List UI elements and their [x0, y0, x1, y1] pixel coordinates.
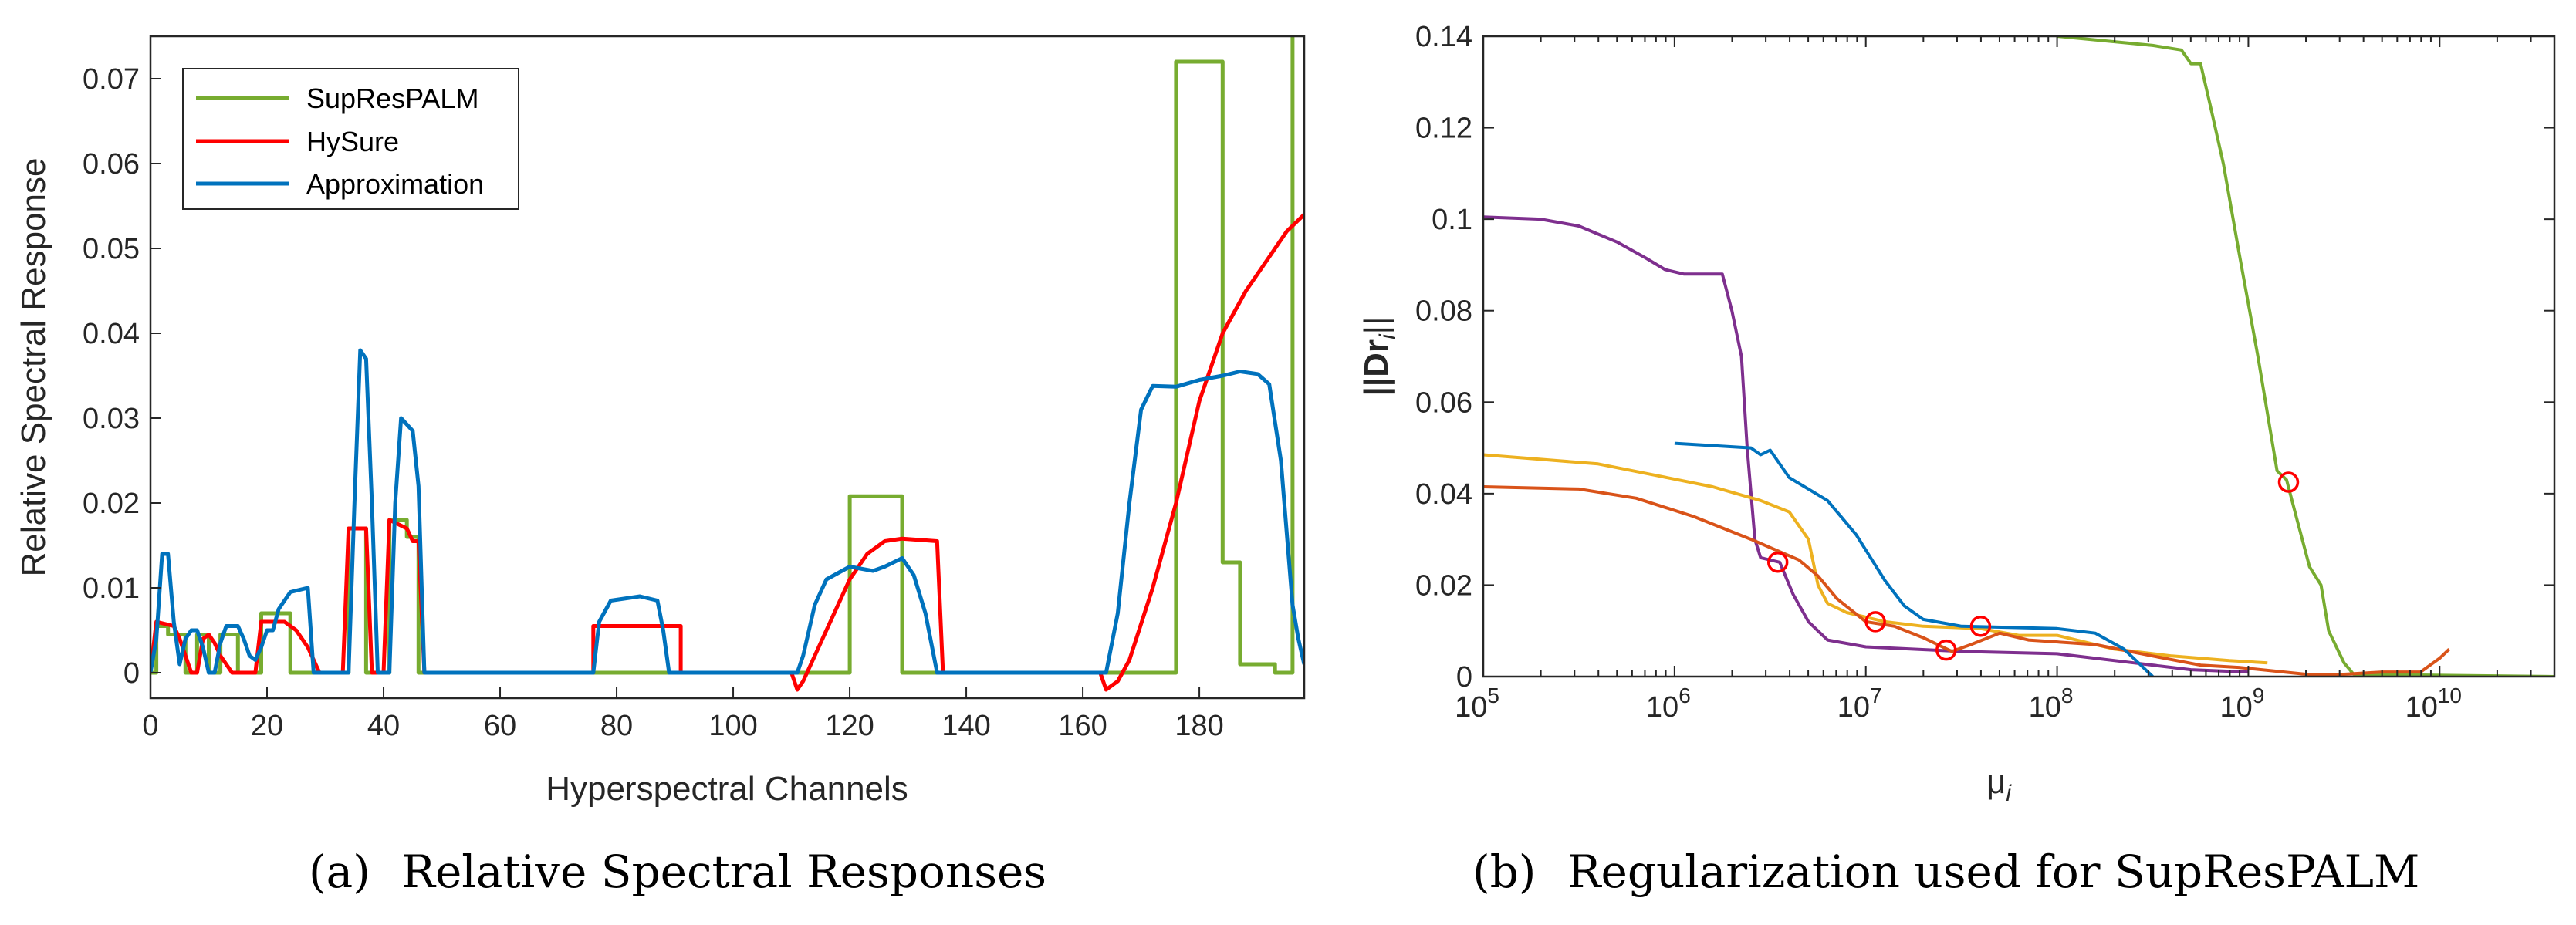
panel-a-x-tick-label: 20: [251, 710, 283, 742]
panel-a-x-tick-label: 80: [600, 710, 633, 742]
panel-a-y-tick-label: 0: [123, 657, 140, 690]
panel-b-y-label-sub: i: [1375, 333, 1401, 339]
panel-a-chart: 0 20 40 60 80 100 120 140 160 180 0 0.01 0.02 0.03 0.…: [15, 35, 1306, 898]
panel-a-y-tick-label: 0.07: [83, 63, 140, 96]
panel-a-x-tick-label: 180: [1175, 710, 1223, 742]
panel-b-plot-area: [1483, 36, 2554, 677]
panel-a-y-tick-label: 0.05: [83, 233, 140, 265]
panel-a-y-label: Relative Spectral Response: [15, 158, 52, 577]
panel-b-marker-yellow: [1864, 611, 1886, 633]
panel-b-y-tick-label: 0.1: [1432, 204, 1472, 236]
panel-b-x-label-sub: i: [2006, 781, 2012, 806]
panel-a-caption: (a) Relative Spectral Responses: [309, 846, 1046, 898]
panel-b-caption-label: (b): [1472, 846, 1536, 898]
panel-b-caption: (b) Regularization used for SupResPALM: [1472, 846, 2419, 898]
panel-a-x-tick-label: 0: [142, 710, 158, 742]
panel-b-x-tick-label: 107: [1837, 684, 1882, 724]
panel-a-x-tick-label: 160: [1058, 710, 1107, 742]
panel-a-y-tick-label: 0.04: [83, 318, 140, 350]
panel-a-y-ticks: 0 0.01 0.02 0.03 0.04 0.05 0.06 0.07: [83, 63, 161, 690]
legend-label-supres: SupResPALM: [306, 83, 478, 114]
panel-a-y-tick-label: 0.01: [83, 572, 140, 605]
panel-b-chart: 105 106 107 108 109 1010 0 0.02 0.04 0.06 0.08 0.1…: [1357, 21, 2556, 898]
panel-b-x-tick-label: 109: [2219, 684, 2264, 724]
panel-b-marker-green: [2277, 471, 2300, 493]
panel-b-series-green: [2057, 36, 2554, 677]
panel-a-y-tick-label: 0.02: [83, 488, 140, 520]
panel-a-series-approximation: [150, 348, 1304, 675]
panel-a-x-tick-label: 120: [825, 710, 874, 742]
panel-b-marker-orange: [1935, 639, 1957, 661]
panel-b-y-label-main: ||Dr: [1357, 339, 1396, 397]
panel-a-x-tick-label: 140: [941, 710, 990, 742]
panel-a-y-tick-label: 0.06: [83, 148, 140, 181]
panel-b-x-tick-label: 1010: [2405, 684, 2462, 724]
panel-b-series-orange: [1483, 485, 2451, 676]
panel-b-y-label-end: ||: [1357, 316, 1395, 334]
panel-b-y-tick-label: 0.04: [1415, 478, 1472, 511]
panel-a-x-label: Hyperspectral Channels: [546, 770, 908, 808]
panel-a-caption-label: (a): [309, 846, 370, 898]
panel-b-x-label-main: μ: [1986, 763, 2006, 801]
panel-b-caption-text: Regularization used for SupResPALM: [1567, 846, 2420, 898]
panel-b-marker-blue: [1969, 616, 1992, 637]
panel-a-x-tick-label: 60: [484, 710, 516, 742]
panel-b-series-group: [1483, 36, 2554, 677]
panel-b-y-tick-label: 0.12: [1415, 113, 1472, 145]
panel-a-caption-text: Relative Spectral Responses: [401, 846, 1046, 898]
panel-b-x-tick-label: 105: [1455, 684, 1499, 724]
panel-b-x-tick-label: 106: [1646, 684, 1691, 724]
legend-box: [182, 68, 519, 210]
panel-a-y-tick-label: 0.03: [83, 403, 140, 435]
panel-a-legend: SupResPALM HySure Approximation: [182, 68, 519, 210]
panel-a-axes-box: [149, 35, 1306, 700]
panel-b-y-label: ||Dri||: [1357, 316, 1401, 396]
panel-b-y-tick-label: 0.06: [1415, 387, 1472, 419]
panel-b-marker-purple: [1766, 552, 1789, 573]
panel-b-axes-box: [1482, 35, 2556, 678]
panel-a-series-group: [150, 36, 1304, 692]
panel-b-x-tick-label: 108: [2029, 684, 2074, 724]
panel-b-series-blue: [1674, 441, 2154, 677]
panel-a-x-tick-label: 100: [708, 710, 757, 742]
panel-b-y-tick-label: 0.08: [1415, 295, 1472, 328]
panel-b-y-tick-label: 0: [1456, 661, 1472, 694]
panel-b-y-ticks: 0 0.02 0.04 0.06 0.08 0.1 0.12 0.14: [1415, 21, 2554, 694]
legend-label-approx: Approximation: [306, 168, 484, 200]
panel-b-x-label: μi: [1986, 763, 2012, 806]
panel-b-markers-group: [1766, 471, 2300, 661]
panel-a-x-ticks: 0 20 40 60 80 100 120 140 160 180: [142, 687, 1224, 742]
panel-b-y-tick-label: 0.02: [1415, 569, 1472, 602]
panel-a-x-tick-label: 40: [367, 710, 400, 742]
panel-b-y-tick-label: 0.14: [1415, 21, 1472, 53]
legend-label-hysure: HySure: [306, 126, 399, 157]
panel-b-x-ticks: 105 106 107 108 109 1010: [1455, 36, 2532, 724]
